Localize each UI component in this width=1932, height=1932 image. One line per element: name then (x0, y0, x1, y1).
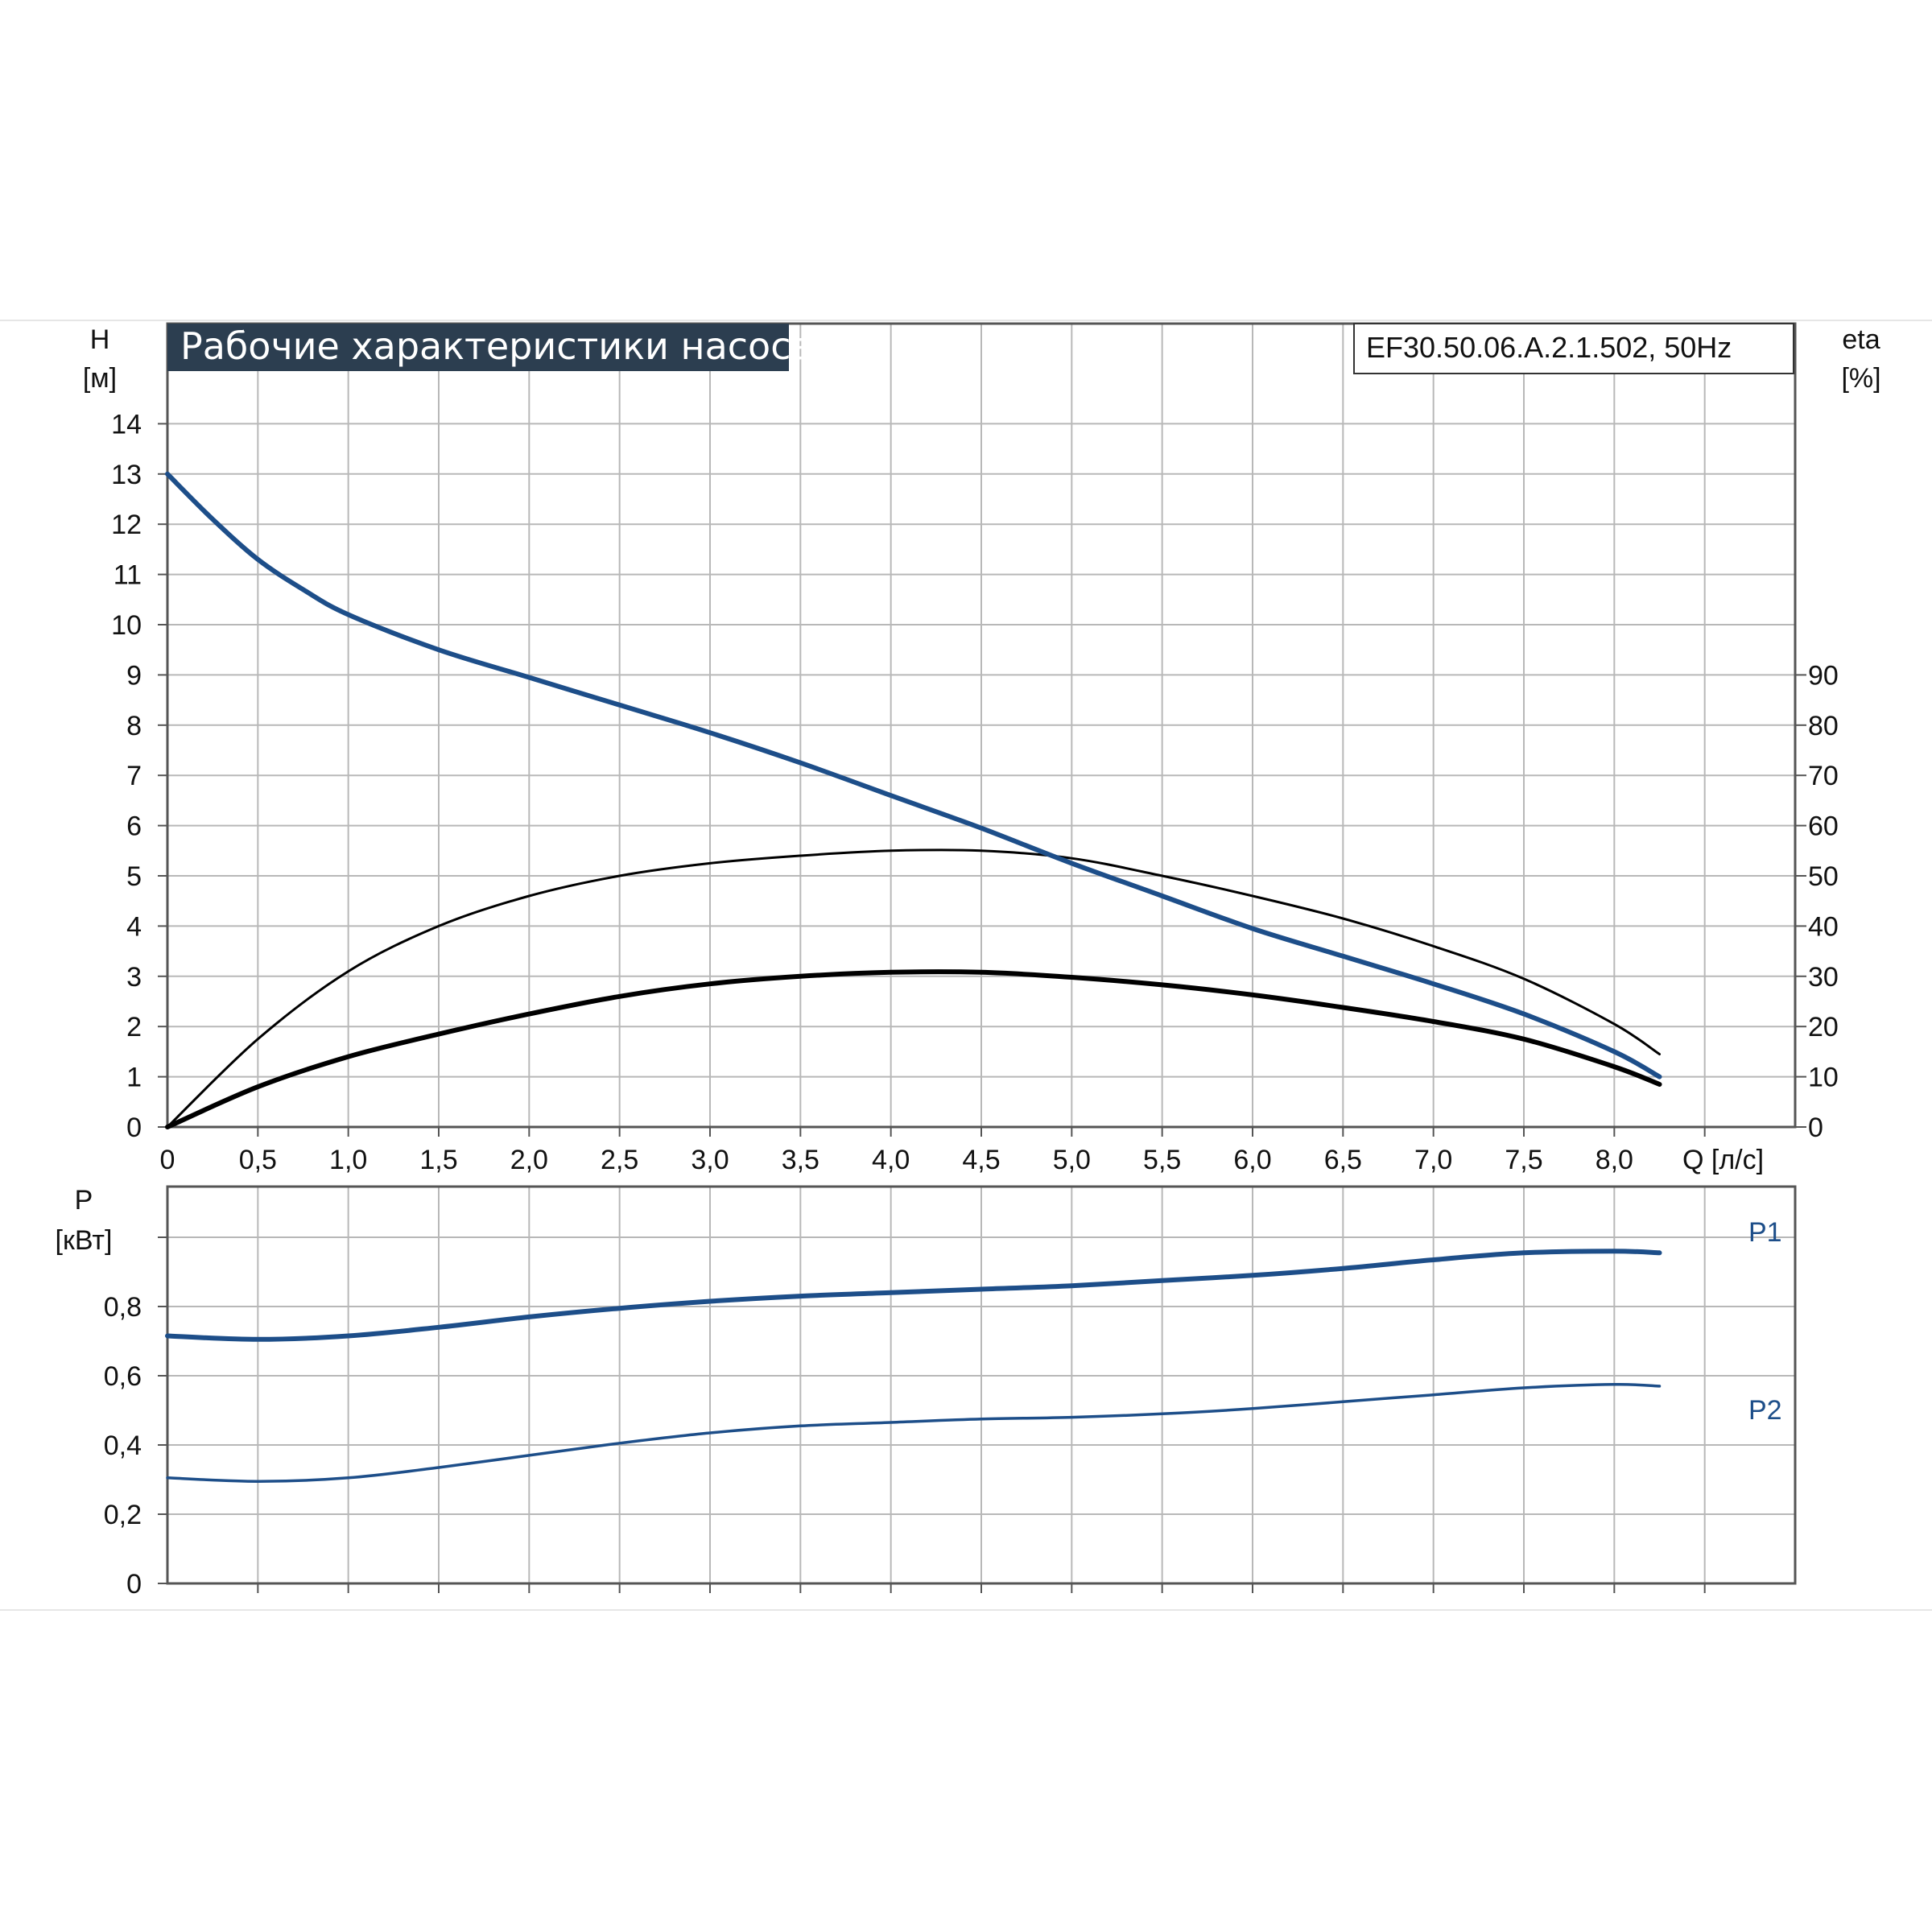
p-tick-label: 0,2 (104, 1500, 142, 1530)
q-tick-label: 0,5 (239, 1145, 277, 1175)
p-tick-label: 0,4 (104, 1430, 142, 1461)
h-axis-unit: [м] (83, 363, 117, 394)
q-axis-label: Q [л/с] (1682, 1145, 1764, 1175)
chart-title: Рабочие характеристики насоса (180, 324, 814, 368)
h-tick-label: 3 (126, 962, 142, 993)
h-tick-label: 11 (114, 560, 142, 591)
h-tick-label: 6 (126, 811, 142, 842)
q-tick-label: 2,0 (510, 1145, 548, 1175)
head-curve (165, 471, 1662, 1080)
model-box (1353, 323, 1794, 374)
q-tick-label: 5,5 (1143, 1145, 1181, 1175)
p1-power-curve (165, 1249, 1662, 1342)
q-tick-label: 8,0 (1596, 1145, 1633, 1175)
q-tick-label: 6,0 (1233, 1145, 1271, 1175)
eta-tick-label: 60 (1808, 811, 1839, 842)
p-tick-label: 0,6 (104, 1361, 142, 1392)
h-tick-label: 5 (126, 861, 142, 892)
power-chart-ticks: 0 0,2 0,4 0,6 0,8 (104, 1236, 1706, 1600)
h-tick-label: 12 (111, 510, 142, 540)
power-chart-frame (166, 1185, 1797, 1585)
q-tick-label: 6,5 (1324, 1145, 1362, 1175)
power-chart-grid (167, 1187, 1795, 1583)
p-axis-unit: [кВт] (56, 1225, 113, 1256)
q-tick-label: 2,5 (601, 1145, 638, 1175)
q-tick-label: 1,5 (419, 1145, 457, 1175)
h-tick-label: 9 (126, 660, 142, 691)
efficiency-curve-total (166, 848, 1661, 1129)
eta-axis-label: eta (1842, 324, 1880, 355)
q-tick-label: 3,0 (691, 1145, 729, 1175)
eta-tick-label: 70 (1808, 761, 1839, 791)
h-tick-label: 1 (126, 1063, 142, 1093)
efficiency-curve-hydraulic (165, 969, 1662, 1129)
p-axis-label: P (75, 1185, 93, 1216)
q-tick-label: 7,5 (1505, 1145, 1542, 1175)
q-tick-label: 4,0 (872, 1145, 910, 1175)
q-tick-label: 0 (160, 1145, 175, 1175)
eta-tick-label: 50 (1808, 861, 1839, 892)
p-tick-label: 0,8 (104, 1292, 142, 1323)
q-tick-label: 7,0 (1414, 1145, 1452, 1175)
h-tick-label: 0 (126, 1113, 142, 1143)
q-tick-label: 4,5 (962, 1145, 1000, 1175)
h-tick-label: 14 (111, 409, 142, 440)
eta-tick-label: 90 (1808, 660, 1839, 691)
eta-tick-label: 10 (1808, 1063, 1839, 1093)
p2-power-curve (166, 1383, 1662, 1483)
q-tick-label: 1,0 (329, 1145, 367, 1175)
h-axis-label: H (90, 324, 110, 355)
curves-layer (165, 471, 1662, 1483)
q-tick-label: 5,0 (1053, 1145, 1091, 1175)
p2-series-label: P2 (1748, 1395, 1782, 1426)
h-tick-label: 10 (111, 610, 142, 641)
p-tick-label: 0 (126, 1569, 142, 1600)
head-chart-frame (166, 322, 1797, 1129)
p1-series-label: P1 (1748, 1217, 1782, 1248)
eta-tick-label: 40 (1808, 911, 1839, 942)
title-box (167, 324, 789, 371)
q-tick-label: 3,5 (782, 1145, 819, 1175)
h-tick-label: 13 (111, 460, 142, 490)
head-chart-grid (167, 324, 1795, 1127)
head-chart-ticks: 0123456789101112131401020304050607080900… (111, 409, 1839, 1175)
h-tick-label: 8 (126, 711, 142, 741)
eta-tick-label: 20 (1808, 1012, 1839, 1042)
h-tick-label: 4 (126, 911, 142, 942)
h-tick-label: 2 (126, 1012, 142, 1042)
model-label: EF30.50.06.A.2.1.502, 50Hz (1366, 331, 1732, 364)
eta-tick-label: 80 (1808, 711, 1839, 741)
eta-tick-label: 0 (1808, 1113, 1823, 1143)
eta-tick-label: 30 (1808, 962, 1839, 993)
eta-axis-unit: [%] (1841, 363, 1880, 394)
h-tick-label: 7 (126, 761, 142, 791)
